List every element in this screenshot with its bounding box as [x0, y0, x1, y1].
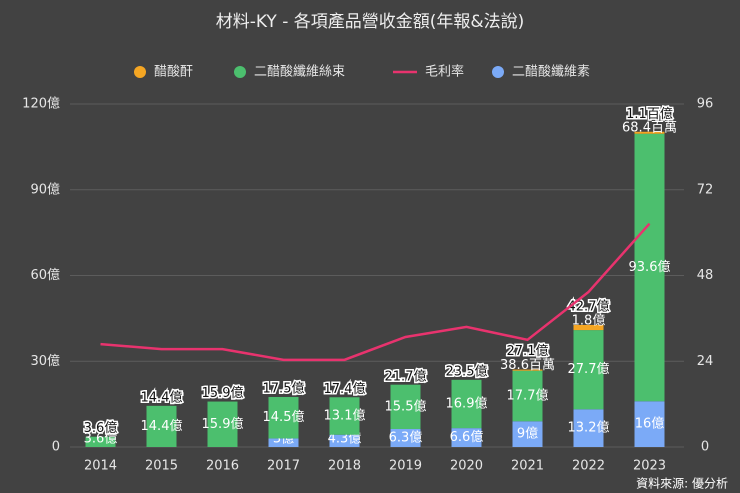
bar-segment — [390, 384, 421, 429]
legend-swatch — [234, 66, 246, 78]
y-tick-label: 120億 — [22, 96, 60, 112]
chart-title: 材料-KY - 各項產品營收金額(年報&法說) — [216, 12, 525, 32]
data-label: 3.6億 — [84, 431, 118, 447]
x-tick-label: 2021 — [511, 459, 544, 474]
total-label: 1.1百億 — [626, 106, 673, 122]
bar-segment — [634, 401, 665, 447]
legend-label: 二醋酸纖維素 — [512, 64, 590, 80]
bar-segment — [85, 436, 116, 447]
legend-label: 二醋酸纖維絲束 — [254, 64, 345, 80]
x-tick-label: 2016 — [206, 459, 239, 474]
data-label: 13.1億 — [324, 407, 366, 423]
data-label: 93.6億 — [629, 259, 671, 275]
bar-segment — [512, 369, 543, 371]
y2-tick-label: 48 — [697, 268, 714, 283]
data-label: 68.4百萬 — [622, 120, 677, 135]
data-label: 14.4億 — [141, 418, 183, 434]
data-label: 6.3億 — [389, 429, 423, 445]
x-tick-label: 2015 — [145, 459, 178, 474]
bar-segment — [573, 409, 604, 447]
total-label: 42.7億 — [568, 298, 610, 314]
data-label: 16億 — [635, 416, 665, 432]
x-tick-label: 2020 — [450, 459, 483, 474]
data-label: 6.6億 — [450, 429, 484, 445]
bar-segment — [512, 421, 543, 447]
total-label: 21.7億 — [385, 368, 427, 384]
data-label: 13.2億 — [568, 420, 610, 436]
data-label: 38.6百萬 — [500, 358, 555, 373]
y2-tick-label: 0 — [701, 440, 709, 455]
x-tick-label: 2018 — [328, 459, 361, 474]
legend-label: 毛利率 — [425, 64, 464, 80]
data-label: 15.5億 — [385, 398, 427, 414]
total-label: 15.9億 — [202, 385, 244, 401]
bar-segment — [146, 405, 177, 447]
total-label: 17.5億 — [263, 380, 305, 396]
bar-segment — [329, 397, 360, 435]
x-tick-label: 2014 — [84, 459, 117, 474]
x-tick-label: 2023 — [633, 459, 666, 474]
bar-segment — [634, 131, 665, 134]
y-tick-label: 30億 — [30, 353, 60, 369]
bar-segment — [207, 401, 238, 447]
data-label: 17.7億 — [507, 387, 549, 403]
legend-swatch — [492, 66, 504, 78]
data-label: 16.9億 — [446, 395, 488, 411]
bar-segment — [573, 324, 604, 331]
bar-segment — [390, 428, 421, 447]
total-label: 23.5億 — [446, 363, 488, 379]
total-label: 17.4億 — [324, 381, 366, 397]
y2-tick-label: 24 — [697, 354, 714, 369]
x-tick-label: 2019 — [389, 459, 422, 474]
bar-segment — [634, 133, 665, 402]
bar-segment — [512, 370, 543, 422]
legend-label: 醋酸酐 — [154, 64, 193, 80]
bar-segment — [573, 330, 604, 410]
y-tick-label: 0 — [52, 440, 60, 455]
x-tick-label: 2022 — [572, 459, 605, 474]
bar-segment — [451, 428, 482, 447]
total-label: 3.6億 — [84, 420, 118, 436]
data-label: 1.8億 — [572, 312, 606, 328]
x-tick-label: 2017 — [267, 459, 300, 474]
bar-segment — [268, 438, 299, 447]
legend-swatch — [134, 66, 146, 78]
data-label: 15.9億 — [202, 416, 244, 432]
bar-segment — [451, 379, 482, 429]
y-tick-label: 90億 — [30, 181, 60, 197]
data-label: 14.5億 — [263, 409, 305, 425]
total-label: 27.1億 — [507, 343, 549, 359]
y-tick-label: 60億 — [30, 267, 60, 283]
bar-segment — [268, 396, 299, 439]
data-label: 9億 — [517, 426, 538, 442]
source-note: 資料來源: 優分析 — [636, 477, 728, 491]
line-series — [100, 222, 651, 362]
total-label: 14.4億 — [141, 389, 183, 405]
data-label: 27.7億 — [568, 361, 610, 377]
y2-tick-label: 72 — [697, 182, 714, 197]
bar-segment — [329, 434, 360, 447]
y2-tick-label: 96 — [697, 97, 714, 112]
